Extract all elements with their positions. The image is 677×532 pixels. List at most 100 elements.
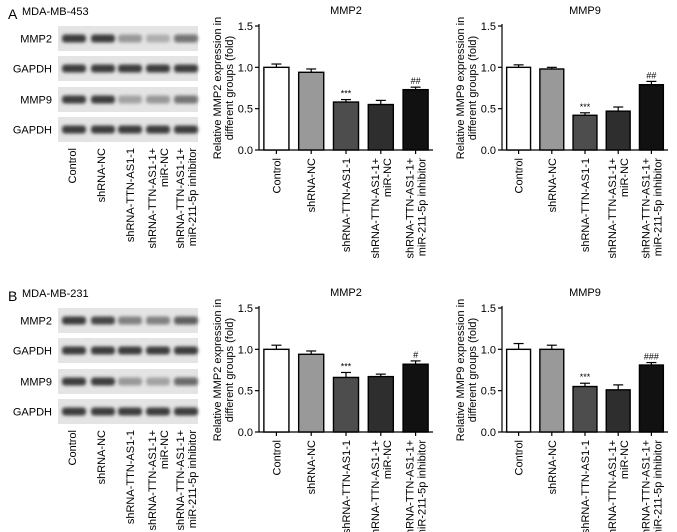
blot-band xyxy=(146,34,170,43)
bar-chart: MMP2 Relative MMP2 expression in different… xyxy=(212,5,433,259)
blot-band xyxy=(62,316,86,325)
blot-band xyxy=(91,125,115,134)
bar xyxy=(505,348,532,433)
x-tick-label: shRNA-TTN-AS1-1 xyxy=(580,440,592,532)
chart-title: MMP9 xyxy=(569,287,601,299)
lane-label: shRNA-TTN-AS1-1+ xyxy=(147,430,159,531)
x-tick-label: Control xyxy=(271,440,283,475)
blot-band xyxy=(146,95,170,104)
x-tick-label: Control xyxy=(514,440,526,475)
western-blot-A: MMP2 GAPDH MMP9 GAPDH Control shRNA-NC shRNA-T… xyxy=(13,26,199,249)
y-tick-label: 1.5 xyxy=(238,21,253,33)
blot-row-label: MMP2 xyxy=(20,34,52,46)
y-tick-label: 0.5 xyxy=(481,386,496,398)
significance-label: ## xyxy=(411,76,421,86)
bar xyxy=(505,66,532,151)
blot-band xyxy=(146,407,170,416)
blot-band xyxy=(118,125,142,134)
blot-band xyxy=(91,346,115,355)
lane-label: shRNA-NC xyxy=(96,430,108,484)
blot-band xyxy=(91,34,115,43)
y-tick-label: 0.5 xyxy=(481,104,496,116)
lane-label: shRNA-TTN-AS1-1+ xyxy=(175,430,187,531)
bar xyxy=(605,110,631,151)
bar xyxy=(572,385,598,433)
chart-title: MMP2 xyxy=(330,287,362,299)
blot-row-label: GAPDH xyxy=(13,407,52,419)
blot-band xyxy=(174,64,198,73)
significance-label: *** xyxy=(580,372,591,382)
significance-label: *** xyxy=(341,361,352,371)
blot-band xyxy=(146,64,170,73)
blot-band xyxy=(62,125,86,134)
x-tick-label: miR-211-5p inhibitor xyxy=(652,440,664,532)
blot-row-label: GAPDH xyxy=(13,64,52,76)
western-blot-B: MMP2 GAPDH MMP9 GAPDH Control shRNA-NC shRNA-T… xyxy=(13,308,199,531)
bar xyxy=(539,68,565,151)
x-tick-label: shRNA-TTN-AS1-1+ xyxy=(640,158,652,259)
bar xyxy=(297,71,325,151)
y-axis-label: Relative MMP2 expression in xyxy=(212,299,224,441)
y-tick-label: 1.0 xyxy=(238,62,253,74)
x-tick-label: miR-211-5p inhibitor xyxy=(652,158,664,257)
lane-label: miR-211-5p inhibitor xyxy=(187,430,199,529)
blot-row-label: MMP2 xyxy=(20,316,52,328)
bar-chart: MMP9 Relative MMP9 expression in different… xyxy=(455,287,668,532)
bar xyxy=(297,353,325,433)
x-tick-label: shRNA-NC xyxy=(547,440,559,494)
panel-label: A xyxy=(8,6,18,22)
blot-band xyxy=(118,377,142,386)
blot-band xyxy=(118,95,142,104)
bar xyxy=(539,348,565,433)
x-tick-label: miR-211-5p inhibitor xyxy=(417,440,429,532)
western-blot-layer: MMP2 GAPDH MMP9 GAPDH Control shRNA-NC shRNA-T… xyxy=(13,26,199,531)
significance-label: *** xyxy=(580,102,591,112)
bar xyxy=(332,376,360,433)
blot-band xyxy=(62,64,86,73)
lane-label: shRNA-TTN-AS1-1 xyxy=(125,148,137,242)
lane-label: shRNA-TTN-AS1-1+ xyxy=(175,148,187,249)
blot-row-label: MMP9 xyxy=(20,377,52,389)
x-tick-label: shRNA-TTN-AS1-1+ xyxy=(640,440,652,532)
significance-label: ## xyxy=(646,70,656,80)
blot-band xyxy=(118,316,142,325)
x-tick-label: Control xyxy=(514,158,526,193)
blot-band xyxy=(62,377,86,386)
y-axis-label: different groups (fold) xyxy=(467,36,479,140)
bar xyxy=(332,101,360,151)
lane-label: shRNA-NC xyxy=(96,148,108,202)
y-tick-label: 0.0 xyxy=(238,427,253,439)
y-axis-label: different groups (fold) xyxy=(467,318,479,422)
blot-band xyxy=(62,34,86,43)
blot-band xyxy=(91,316,115,325)
x-tick-label: shRNA-TTN-AS1-1 xyxy=(341,158,353,252)
blot-row-label: GAPDH xyxy=(13,125,52,137)
x-tick-label: miR-NC xyxy=(382,440,394,479)
bar xyxy=(605,389,631,433)
blot-band xyxy=(118,34,142,43)
x-tick-label: shRNA-NC xyxy=(306,158,318,212)
blot-band xyxy=(118,407,142,416)
blot-band xyxy=(146,377,170,386)
blot-row-label: GAPDH xyxy=(13,346,52,358)
y-tick-label: 0.5 xyxy=(238,104,253,116)
x-tick-label: shRNA-TTN-AS1-1+ xyxy=(405,158,417,259)
bar-chart: MMP9 Relative MMP9 expression in different… xyxy=(455,5,668,259)
x-tick-label: shRNA-NC xyxy=(547,158,559,212)
x-tick-label: shRNA-TTN-AS1-1+ xyxy=(370,158,382,259)
y-tick-label: 1.5 xyxy=(481,303,496,315)
y-axis-label: different groups (fold) xyxy=(224,318,236,422)
y-tick-label: 0.0 xyxy=(481,145,496,157)
lane-label: miR-NC xyxy=(159,148,171,187)
cell-line-label: MDA-MB-453 xyxy=(22,6,89,18)
blot-band xyxy=(174,34,198,43)
blot-row-label: MMP9 xyxy=(20,95,52,107)
chart-title: MMP2 xyxy=(330,5,362,17)
bar xyxy=(402,88,429,151)
y-tick-label: 0.5 xyxy=(238,386,253,398)
blot-band xyxy=(118,346,142,355)
bar xyxy=(367,375,395,433)
x-tick-label: miR-211-5p inhibitor xyxy=(417,158,429,257)
